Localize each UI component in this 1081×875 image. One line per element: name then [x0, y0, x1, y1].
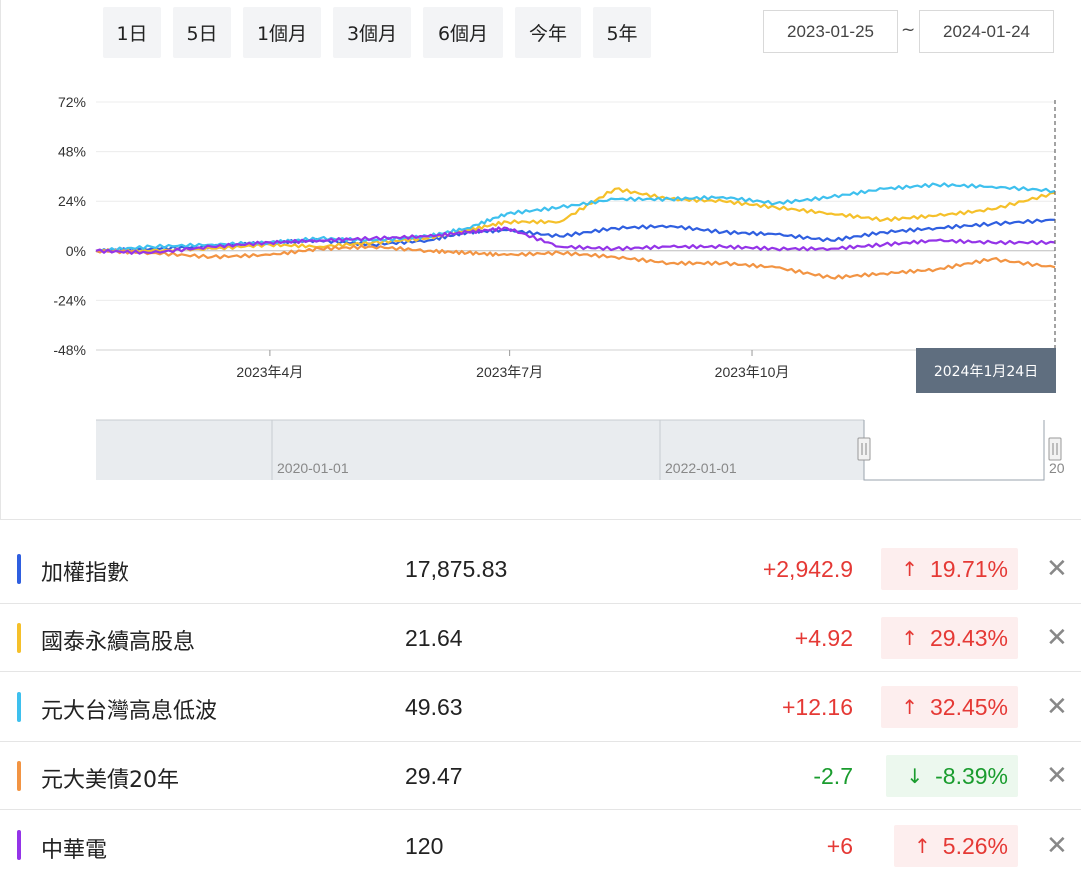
- navigator-label: 20: [1049, 460, 1065, 476]
- range-button-3m[interactable]: 3個月: [333, 7, 411, 58]
- security-name: 中華電: [41, 838, 108, 863]
- watchlist-row[interactable]: 國泰永續高股息 21.64 +4.92 ↑ 29.43% ✕: [0, 604, 1081, 672]
- date-tooltip-label: 2024年1月24日: [934, 364, 1038, 380]
- chart-grid: [96, 101, 1055, 351]
- range-navigator[interactable]: 2020-01-01 2022-01-01 20: [1, 415, 1081, 485]
- security-name: 加權指數: [41, 561, 130, 586]
- date-tooltip: 2024年1月24日: [916, 348, 1056, 393]
- line-chart[interactable]: 72% 48% 24% 0% -24% -48% 2023年4月 2023年7月 2023年1…: [1, 80, 1081, 410]
- y-tick-label: -24%: [53, 292, 86, 308]
- range-button-1m[interactable]: 1個月: [243, 7, 321, 58]
- percent-change-badge: ↑ 5.26%: [894, 825, 1018, 867]
- watchlist-row[interactable]: 元大美債20年 29.47 -2.7 ↓ -8.39% ✕: [0, 742, 1081, 810]
- navigator-left-handle[interactable]: [857, 437, 871, 461]
- navigator-label: 2022-01-01: [665, 460, 737, 476]
- watchlist-row[interactable]: 中華電 120 +6 ↑ 5.26% ✕: [0, 810, 1081, 875]
- range-button-5y[interactable]: 5年: [593, 7, 651, 58]
- trend-arrow-icon: ↑: [901, 626, 918, 650]
- trend-arrow-icon: ↑: [914, 834, 931, 858]
- y-tick-label: 48%: [58, 144, 86, 160]
- navigator-right-handle[interactable]: [1048, 437, 1062, 461]
- percent-change-badge: ↑ 32.45%: [881, 686, 1018, 728]
- remove-icon[interactable]: ✕: [1046, 623, 1068, 653]
- date-tooltip-box: [916, 348, 1056, 393]
- x-axis: 2023年4月 2023年7月 2023年10月: [96, 349, 1055, 380]
- price: 21.64: [405, 625, 463, 651]
- price-change: +4.92: [794, 625, 853, 651]
- remove-icon[interactable]: ✕: [1046, 831, 1068, 861]
- navigator-unselected-area: [96, 420, 864, 480]
- percent-change: 5.26%: [942, 832, 1008, 859]
- series-line: [95, 187, 1056, 254]
- chart-series: [95, 182, 1056, 280]
- trend-arrow-icon: ↓: [906, 764, 924, 788]
- percent-change: 19.71%: [929, 555, 1008, 582]
- remove-icon[interactable]: ✕: [1046, 692, 1068, 722]
- y-tick-label: 72%: [58, 94, 86, 110]
- price: 120: [405, 833, 444, 859]
- percent-change-badge: ↑ 19.71%: [881, 548, 1018, 590]
- series-line: [95, 226, 1056, 255]
- security-name: 元大美債20年: [41, 768, 179, 793]
- y-tick-label: -48%: [53, 342, 86, 358]
- x-tick-label: 2023年7月: [476, 364, 543, 380]
- remove-icon[interactable]: ✕: [1046, 761, 1068, 791]
- navigator-selection: [863, 420, 1045, 481]
- range-button-6m[interactable]: 6個月: [423, 7, 503, 58]
- navigator-label: 2020-01-01: [277, 460, 349, 476]
- range-button-ytd[interactable]: 今年: [515, 7, 581, 58]
- series-color-marker: [17, 554, 21, 584]
- percent-change: 29.43%: [929, 624, 1008, 651]
- y-tick-label: 24%: [58, 193, 86, 209]
- price: 17,875.83: [405, 556, 508, 582]
- range-button-1d[interactable]: 1日: [103, 7, 161, 58]
- watchlist-row[interactable]: 加權指數 17,875.83 +2,942.9 ↑ 19.71% ✕: [0, 536, 1081, 604]
- price-change: -2.7: [813, 763, 853, 789]
- percent-change-badge: ↓ -8.39%: [886, 755, 1018, 797]
- security-name: 元大台灣高息低波: [41, 699, 218, 724]
- trend-arrow-icon: ↑: [901, 695, 918, 719]
- y-tick-label: 0%: [66, 243, 86, 259]
- price-change: +6: [826, 833, 853, 859]
- trend-arrow-icon: ↑: [901, 557, 918, 581]
- range-button-5d[interactable]: 5日: [173, 7, 231, 58]
- series-color-marker: [17, 761, 21, 791]
- percent-change: -8.39%: [935, 762, 1008, 789]
- price-change: +12.16: [782, 694, 853, 720]
- series-color-marker: [17, 830, 21, 860]
- percent-change: 32.45%: [929, 693, 1008, 720]
- chart-panel: 1日 5日 1個月 3個月 6個月 今年 5年 2023-01-25 ~ 202…: [0, 0, 1081, 520]
- y-axis: 72% 48% 24% 0% -24% -48%: [53, 94, 86, 358]
- x-tick-label: 2023年4月: [236, 364, 303, 380]
- x-tick-label: 2023年10月: [715, 364, 790, 380]
- watchlist-row[interactable]: 元大台灣高息低波 49.63 +12.16 ↑ 32.45% ✕: [0, 672, 1081, 742]
- price: 49.63: [405, 694, 463, 720]
- price: 29.47: [405, 763, 463, 789]
- series-line: [95, 244, 1056, 280]
- percent-change-badge: ↑ 29.43%: [881, 617, 1018, 659]
- series-color-marker: [17, 623, 21, 653]
- date-range-separator: ~: [901, 20, 916, 40]
- end-date-input[interactable]: 2024-01-24: [919, 10, 1054, 53]
- remove-icon[interactable]: ✕: [1046, 554, 1068, 584]
- start-date-input[interactable]: 2023-01-25: [763, 10, 898, 53]
- price-change: +2,942.9: [762, 556, 853, 582]
- series-color-marker: [17, 692, 21, 722]
- security-name: 國泰永續高股息: [41, 630, 196, 655]
